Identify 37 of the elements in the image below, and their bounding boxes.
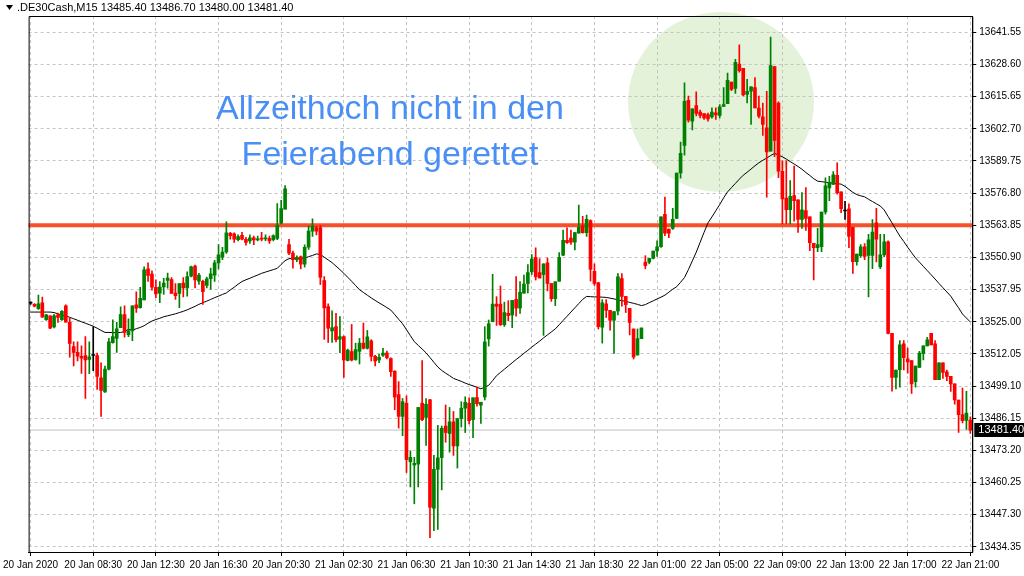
- x-tick-label: 20 Jan 2020: [3, 558, 59, 570]
- x-tick-label: 22 Jan 17:00: [878, 558, 938, 570]
- chart-title: .DE30Cash,M15 13485.40 13486.70 13480.00 13481.40: [17, 1, 294, 13]
- y-tick-label: 13576.80: [979, 186, 1022, 198]
- x-tick-label: 20 Jan 16:30: [189, 558, 248, 570]
- y-tick-label: 13589.75: [979, 154, 1022, 166]
- x-tick-label: 21 Jan 18:30: [565, 558, 624, 570]
- y-tick-label: 13525.00: [979, 315, 1022, 327]
- x-tick-label: 20 Jan 08:30: [64, 558, 123, 570]
- candlestick: [937, 362, 941, 380]
- y-tick-label: 13537.95: [979, 283, 1022, 295]
- x-tick-label: 22 Jan 13:00: [816, 558, 875, 570]
- x-tick-label: 20 Jan 20:30: [252, 558, 311, 570]
- x-tick-label: 21 Jan 10:30: [440, 558, 499, 570]
- x-tick-label: 22 Jan 05:00: [690, 558, 750, 570]
- x-tick-label: 21 Jan 02:30: [314, 558, 374, 570]
- y-tick-label: 13473.20: [979, 444, 1022, 456]
- x-tick-label: 20 Jan 12:30: [126, 558, 186, 570]
- x-tick-label: 22 Jan 01:00: [628, 558, 687, 570]
- y-tick-label: 13615.65: [979, 90, 1022, 102]
- x-tick-label: 22 Jan 21:00: [941, 558, 1000, 570]
- annotation: Allzeithoch nicht in den Feierabend gerettet: [215, 87, 565, 174]
- ref-line-label: 13481.40: [978, 423, 1024, 436]
- y-tick-label: 13434.35: [979, 540, 1022, 552]
- x-tick-label: 22 Jan 09:00: [753, 558, 812, 570]
- y-tick-label: 13460.25: [979, 476, 1022, 488]
- y-tick-label: 13550.90: [979, 251, 1022, 263]
- y-tick-label: 13486.15: [979, 412, 1022, 423]
- y-tick-label: 13628.60: [979, 58, 1022, 70]
- y-tick-label: 13641.55: [979, 26, 1022, 38]
- y-tick-label: 13602.70: [979, 122, 1022, 134]
- y-tick-label: 13447.30: [979, 508, 1022, 520]
- y-tick-label: 13563.85: [979, 219, 1022, 231]
- y-tick-label: 13512.05: [979, 347, 1022, 359]
- x-tick-label: 21 Jan 14:30: [502, 558, 562, 570]
- y-tick-label: 13499.10: [979, 379, 1022, 391]
- x-tick-label: 21 Jan 06:30: [377, 558, 436, 570]
